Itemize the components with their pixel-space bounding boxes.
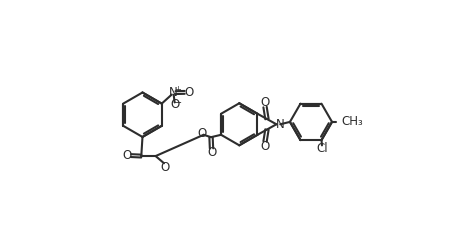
Text: O: O [123,149,132,162]
Text: N: N [169,86,178,99]
Text: O: O [260,140,270,153]
Text: −: − [174,98,182,108]
Text: O: O [197,127,206,140]
Text: O: O [184,86,193,99]
Text: +: + [174,85,181,94]
Text: O: O [207,147,216,159]
Text: Cl: Cl [317,142,328,155]
Text: N: N [275,118,284,131]
Text: O: O [170,98,179,111]
Text: O: O [160,161,169,174]
Text: CH₃: CH₃ [341,115,363,128]
Text: O: O [260,96,270,109]
